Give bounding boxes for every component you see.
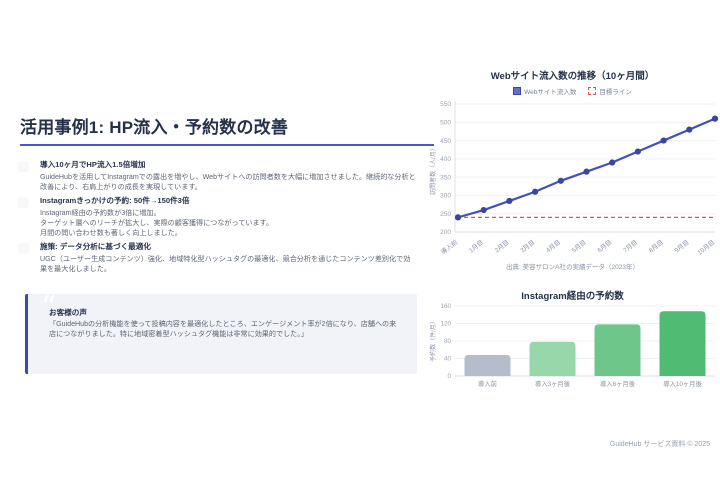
quote-heading: お客様の声 xyxy=(49,308,87,317)
quote-text: 「GuideHubの分析機能を使って投稿内容を最適化したところ、エンゲージメント… xyxy=(49,320,397,339)
bar xyxy=(659,311,706,376)
x-tick-label: 5月目 xyxy=(570,238,588,254)
key-point-section: Instagramきっかけの予約: 50件→150件3倍 Instagram経由の… xyxy=(18,195,416,238)
x-tick-label: 導入10ヶ月後 xyxy=(663,379,702,388)
customer-voice-card: “ お客様の声 「GuideHubの分析機能を使って投稿内容を最適化したところ、… xyxy=(25,290,417,374)
footer-credit: GuideHub サービス資料 © 2025 xyxy=(609,441,710,448)
x-tick-label: 4月目 xyxy=(544,238,562,254)
y-tick-label: 0 xyxy=(447,373,451,380)
y-tick-label: 200 xyxy=(440,229,451,236)
data-point xyxy=(609,159,616,166)
bar xyxy=(464,355,511,376)
key-point-section: 施策: データ分析に基づく最適化 UGC（ユーザー生成コンテンツ）強化、地域特化型… xyxy=(18,241,416,274)
legend-label: 目標ライン xyxy=(599,89,632,96)
key-point-body-line: Instagram経由の予約数が3倍に増加。 xyxy=(40,208,161,217)
key-points-list: 導入10ヶ月でHP流入1.5倍増加 GuideHubを活用してInstagramで… xyxy=(18,160,416,278)
series-line xyxy=(457,117,716,219)
section-marker-icon xyxy=(18,161,29,172)
y-tick-label: 450 xyxy=(440,138,451,145)
y-tick-label: 120 xyxy=(440,321,451,328)
section-marker-icon xyxy=(18,196,29,208)
data-point xyxy=(583,168,590,175)
y-tick-label: 300 xyxy=(440,193,451,200)
y-tick-label: 550 xyxy=(440,101,451,108)
bar xyxy=(594,324,641,376)
bar xyxy=(529,341,576,376)
x-tick-label: 導入3ヶ月後 xyxy=(535,379,571,388)
y-tick-label: 250 xyxy=(440,211,451,218)
x-tick-label: 7月目 xyxy=(622,238,640,254)
line-chart: 200 250 300 350 400 450 500 550 導入前 1月目 2月目 3月目 4月目 5… xyxy=(439,101,719,257)
key-point-body-line: GuideHubを活用してInstagramでの露出を増やし、Webサイトへの訪… xyxy=(40,172,416,191)
line-chart-title: Webサイト流入数の推移（10ヶ月間） xyxy=(490,71,655,82)
line-chart-y-axis-label: 訪問者数（人/月） xyxy=(431,145,437,195)
key-point-heading: Instagramきっかけの予約: 50件→150件3倍 xyxy=(40,195,190,205)
key-point-heading: 施策: データ分析に基づく最適化 xyxy=(40,241,151,251)
legend-item: Webサイト流入数 xyxy=(513,86,576,96)
data-point xyxy=(480,206,487,214)
key-point-body-line: 月間の問い合わせ数も著しく向上しました。 xyxy=(40,228,182,237)
y-tick-label: 160 xyxy=(440,303,451,310)
line-chart-source: 出典: 美容サロンA社の実績データ（2023年） xyxy=(506,264,639,271)
bar-chart-title: Instagram経由の予約数 xyxy=(521,291,624,302)
x-tick-label: 1月目 xyxy=(467,238,485,254)
x-tick-label: 6月目 xyxy=(596,238,614,254)
x-tick-label: 10月目 xyxy=(696,238,716,256)
x-tick-label: 8月目 xyxy=(647,238,665,254)
y-tick-label: 40 xyxy=(444,356,452,363)
y-tick-label: 400 xyxy=(440,156,451,163)
x-tick-label: 9月目 xyxy=(673,238,691,254)
quote-icon: “ xyxy=(41,290,57,325)
data-point xyxy=(686,126,693,133)
y-tick-label: 500 xyxy=(440,119,451,126)
x-tick-label: 導入6ヶ月後 xyxy=(600,379,636,388)
key-point-section: 導入10ヶ月でHP流入1.5倍増加 GuideHubを活用してInstagramで… xyxy=(18,160,416,192)
data-point xyxy=(557,177,564,184)
data-point xyxy=(634,148,641,155)
x-tick-label: 3月目 xyxy=(519,238,537,254)
target-line-swatch-icon xyxy=(588,87,597,95)
x-tick-label: 導入前 xyxy=(478,379,497,388)
key-point-heading: 導入10ヶ月でHP流入1.5倍増加 xyxy=(40,160,146,169)
data-point xyxy=(532,188,539,195)
line-chart-legend: Webサイト流入数 目標ライン xyxy=(425,86,720,96)
key-point-body-line: UGC（ユーザー生成コンテンツ）強化、地域特化型ハッシュタグの最適化、競合分析を… xyxy=(40,254,411,273)
y-tick-label: 80 xyxy=(444,338,452,345)
legend-item: 目標ライン xyxy=(588,86,632,96)
legend-label: Webサイト流入数 xyxy=(524,89,577,96)
bar-chart: 0 40 80 120 160 導入前 導入3ヶ月後 導入6ヶ月後 導入10ヶ月後 xyxy=(440,303,715,388)
page-title: 活用事例1: HP流入・予約数の改善 xyxy=(20,113,434,147)
x-tick-label: 導入前 xyxy=(439,237,459,256)
section-marker-icon xyxy=(18,242,29,254)
bar-chart-y-axis-label: 予約数（件/月） xyxy=(431,318,437,362)
data-point xyxy=(660,137,667,144)
key-point-body-line: ターゲット層へのリーチが拡大し、実際の顧客獲得につながっています。 xyxy=(40,218,274,227)
series-swatch-icon xyxy=(513,87,522,95)
data-point xyxy=(711,115,719,122)
x-tick-label: 2月目 xyxy=(493,238,511,254)
y-tick-label: 350 xyxy=(440,174,451,181)
data-point xyxy=(454,214,462,221)
data-point xyxy=(506,197,513,205)
